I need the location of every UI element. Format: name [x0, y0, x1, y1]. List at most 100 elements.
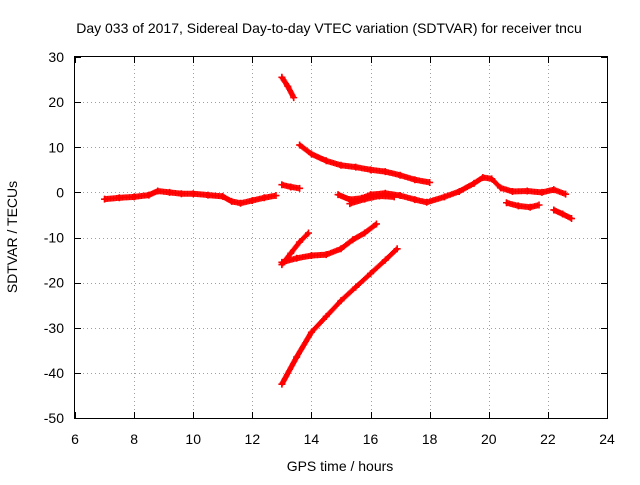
data-point — [470, 179, 478, 187]
data-point — [440, 193, 448, 201]
data-point — [361, 195, 369, 203]
data-point — [346, 200, 354, 208]
data-point — [334, 191, 342, 199]
data-point — [115, 194, 123, 202]
series-track-j — [278, 220, 380, 266]
data-point — [307, 328, 315, 336]
axis-ticks: 6 8 10 12 14 16 18 20 22 24 -50 -40 -30 -20 -10 0 10 20 30 — [44, 49, 615, 447]
x-tick-label: 12 — [245, 431, 261, 447]
x-tick-label: 22 — [540, 431, 556, 447]
data-point — [322, 251, 330, 259]
data-point — [322, 312, 330, 320]
data-point — [296, 141, 304, 149]
data-point — [497, 184, 505, 192]
data-point — [278, 181, 286, 189]
data-point — [307, 150, 315, 158]
data-point — [177, 190, 185, 198]
data-point — [568, 215, 576, 223]
x-tick-label: 18 — [422, 431, 438, 447]
data-point — [228, 197, 236, 205]
data-point — [381, 256, 389, 264]
data-point — [411, 176, 419, 184]
data-point — [423, 198, 431, 206]
data-point — [349, 236, 357, 244]
y-axis-label: SDTVAR / TECUs — [4, 181, 20, 293]
data-point — [508, 187, 516, 195]
data-point — [337, 297, 345, 305]
data-point — [372, 220, 380, 228]
data-point — [293, 353, 301, 361]
data-layer — [101, 73, 576, 388]
data-point — [307, 252, 315, 260]
series-track-h — [550, 206, 576, 223]
x-tick-label: 16 — [363, 431, 379, 447]
data-point — [562, 190, 570, 198]
data-point — [290, 94, 298, 102]
data-point — [284, 82, 292, 90]
series-track-d — [296, 141, 434, 186]
series-trail — [278, 246, 400, 388]
data-point — [130, 193, 138, 201]
data-point — [411, 196, 419, 204]
y-tick-label: 30 — [48, 49, 64, 65]
data-point — [455, 187, 463, 195]
data-point — [293, 254, 301, 262]
data-point — [479, 173, 487, 181]
data-point — [367, 270, 375, 278]
series-track-f — [346, 192, 398, 208]
y-tick-label: -20 — [44, 275, 64, 291]
data-point — [352, 283, 360, 291]
data-point — [219, 192, 227, 200]
data-point — [304, 229, 312, 237]
data-point — [166, 188, 174, 196]
y-tick-label: -50 — [44, 410, 64, 426]
data-point — [550, 186, 558, 194]
y-tick-label: -10 — [44, 230, 64, 246]
data-point — [352, 163, 360, 171]
series-track-a — [101, 187, 280, 207]
x-tick-label: 14 — [304, 431, 320, 447]
x-tick-label: 6 — [71, 431, 79, 447]
data-point — [559, 210, 567, 218]
data-point — [538, 188, 546, 196]
data-point — [396, 192, 404, 200]
series-track-c — [278, 181, 304, 192]
data-point — [393, 245, 401, 253]
data-point — [237, 199, 245, 207]
plot-frame — [74, 56, 608, 419]
grid — [75, 57, 607, 418]
data-point — [526, 203, 534, 211]
series-trail — [503, 199, 541, 211]
x-tick-label: 24 — [599, 431, 615, 447]
data-point — [503, 199, 511, 207]
data-point — [272, 192, 280, 200]
x-tick-label: 20 — [481, 431, 497, 447]
data-point — [535, 201, 543, 209]
data-point — [375, 192, 383, 200]
data-point — [337, 245, 345, 253]
data-point — [287, 249, 295, 257]
data-point — [296, 238, 304, 246]
y-tick-label: 20 — [48, 94, 64, 110]
series-track-g — [503, 199, 543, 211]
data-point — [189, 190, 197, 198]
data-point — [278, 258, 286, 266]
data-point — [278, 73, 286, 81]
data-point — [296, 184, 304, 192]
data-point — [260, 194, 268, 202]
data-point — [396, 171, 404, 179]
series-track-b — [278, 73, 298, 102]
data-point — [550, 206, 558, 214]
data-point — [337, 161, 345, 169]
x-axis-label: GPS time / hours — [287, 458, 394, 474]
data-point — [390, 193, 398, 201]
x-tick-label: 10 — [185, 431, 201, 447]
series-trail — [101, 188, 278, 207]
chart-title: Day 033 of 2017, Sidereal Day-to-day VTE… — [76, 20, 582, 36]
data-point — [204, 191, 212, 199]
data-point — [367, 166, 375, 174]
data-point — [101, 195, 109, 203]
data-point — [278, 380, 286, 388]
data-point — [287, 183, 295, 191]
